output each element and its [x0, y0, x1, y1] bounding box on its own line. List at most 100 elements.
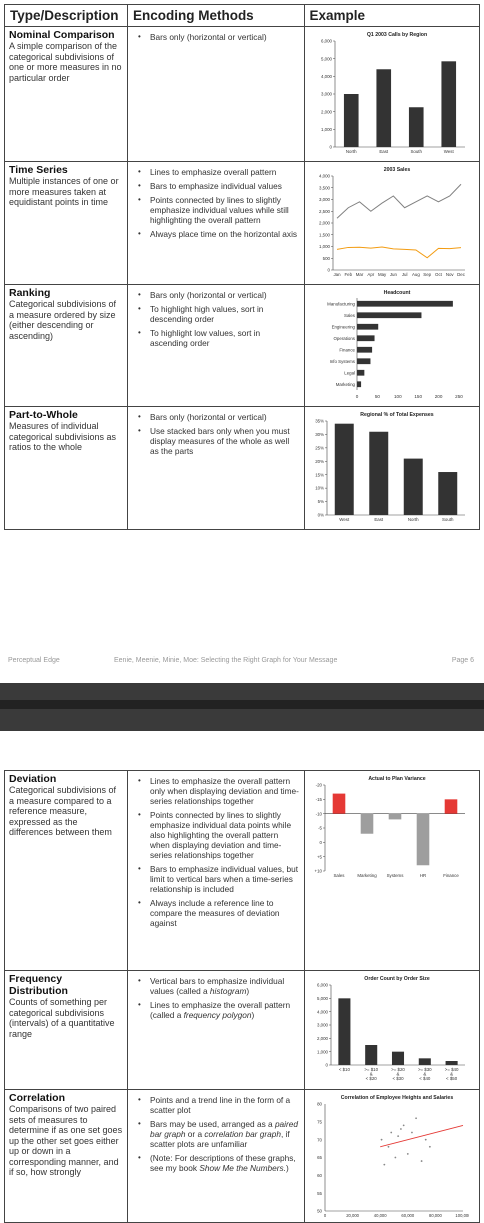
y-tick-label: 2,500: [319, 209, 331, 214]
method-item: Points connected by lines to slightly em…: [138, 195, 300, 225]
footer-left: Perceptual Edge: [8, 657, 60, 664]
category-label: Systems: [386, 873, 404, 878]
chart-headcount: Headcount Manufacturing Sales Engineering Op…: [327, 290, 463, 399]
bar: [445, 1061, 458, 1065]
category-label: East: [374, 517, 384, 522]
month-label: Dec: [457, 272, 466, 277]
y-tick-label: 4,000: [317, 1009, 329, 1014]
graph-selection-table-continued: Deviation Categorical subdivisions of a m…: [4, 770, 480, 1223]
type-cell: Time Series Multiple instances of one or …: [4, 161, 128, 285]
chart-regional-expenses: Regional % of Total Expenses 0% 5% 10% 15% 20…: [315, 412, 465, 522]
method-item: Lines to emphasize the overall pattern (…: [138, 1000, 300, 1020]
bar: [356, 323, 378, 330]
example-cell: Regional % of Total Expenses 0% 5% 10% 15% 20…: [303, 406, 480, 530]
y-tick-label: 6,000: [317, 983, 329, 988]
document-page-6: Type/Description Encoding Methods Exampl…: [0, 0, 484, 683]
example-cell: Actual to Plan Variance +10 +5 0 -5 -10 -15 -20…: [303, 770, 480, 971]
x-tick-label: 200: [434, 394, 442, 399]
type-name: Frequency Distribution: [9, 973, 68, 997]
x-tick-label: 0: [355, 394, 358, 399]
example-cell: 2003 Sales 0 500 1,000 1,500 2,000 2,500 3,000 3…: [303, 161, 480, 285]
y-tick-label: 5,000: [321, 56, 333, 61]
bar: [416, 813, 429, 866]
chart-title: Q1 2003 Calls by Region: [366, 32, 426, 38]
footer-center: Eenie, Meenie, Minie, Moe: Selecting the…: [114, 657, 338, 664]
type-name: Ranking: [9, 287, 51, 299]
data-point: [428, 1145, 431, 1148]
data-point: [393, 1156, 396, 1159]
y-tick-label: -10: [315, 811, 322, 816]
type-description: Comparisons of two paired sets of measur…: [9, 1104, 123, 1177]
month-label: Jul: [401, 272, 407, 277]
data-point: [380, 1138, 382, 1141]
method-item: Bars may be used, arranged as a paired b…: [138, 1119, 300, 1149]
category-label: HR: [419, 873, 425, 878]
y-tick-label: 1,000: [321, 127, 333, 132]
header-example: Example: [303, 4, 480, 27]
category-label: < $30: [392, 1076, 404, 1081]
method-item: Bars to emphasize individual values, but…: [138, 864, 300, 894]
y-tick-label: 2,000: [319, 221, 331, 226]
category-label: &: [369, 1071, 372, 1076]
example-cell: Q1 2003 Calls by Region 0 1,000 2,000 3,000 4…: [303, 26, 480, 162]
y-tick-label: 2,000: [321, 109, 333, 114]
category-label: < $50: [446, 1076, 458, 1081]
method-item: To highlight low values, sort in ascendi…: [138, 328, 300, 348]
month-label: Oct: [435, 272, 443, 277]
bar: [343, 94, 359, 147]
x-tick-label: 150: [414, 394, 422, 399]
bar: [356, 300, 453, 307]
data-point: [399, 1128, 402, 1130]
bar: [388, 813, 401, 820]
example-cell: Headcount Manufacturing Sales Engineering Op…: [303, 284, 480, 407]
method-item: Bars only (horizontal or vertical): [138, 412, 300, 422]
methods-cell: Bars only (horizontal or vertical): [126, 26, 305, 162]
method-item: Vertical bars to emphasize individual va…: [138, 976, 300, 996]
methods-cell: Points and a trend line in the form of a…: [126, 1089, 305, 1223]
methods-cell: Bars only (horizontal or vertical) Use s…: [126, 406, 305, 530]
y-tick-label: 3,000: [321, 92, 333, 97]
bar: [332, 793, 345, 814]
data-point: [424, 1138, 427, 1141]
data-point: [402, 1124, 405, 1127]
y-tick-label: 55: [317, 1191, 322, 1196]
method-item: Always place time on the horizontal axis: [138, 229, 300, 239]
type-description: Categorical subdivisions of a measure or…: [9, 299, 117, 341]
y-tick-label: 3,000: [317, 1023, 329, 1028]
month-label: Aug: [412, 272, 420, 277]
methods-cell: Lines to emphasize overall pattern Bars …: [126, 161, 305, 285]
footer-page-number: Page 6: [451, 657, 474, 664]
bar: [356, 346, 372, 353]
y-tick-label: 0: [327, 268, 330, 273]
y-tick-label: +5: [316, 854, 322, 859]
category-label: Engineering: [331, 324, 355, 329]
type-cell: Deviation Categorical subdivisions of a m…: [4, 770, 128, 971]
bar: [334, 423, 354, 515]
method-item: Lines to emphasize the overall pattern o…: [138, 776, 300, 806]
type-name: Time Series: [9, 164, 68, 176]
data-point: [396, 1135, 399, 1137]
data-point: [387, 1145, 389, 1148]
category-label: North: [407, 517, 418, 522]
y-tick-label: +10: [314, 869, 322, 874]
example-cell: Correlation of Employee Heights and Sala…: [303, 1089, 480, 1223]
bar: [337, 998, 350, 1065]
table-row: Nominal Comparison A simple comparison of…: [4, 26, 480, 162]
type-cell: Ranking Categorical subdivisions of a mea…: [4, 284, 128, 407]
chart-title: Order Count by Order Size: [364, 976, 430, 982]
table-row: Part-to-Whole Measures of individual cate…: [4, 406, 480, 530]
bar: [360, 813, 373, 834]
y-tick-label: 0%: [317, 513, 323, 518]
page-break-band: [0, 700, 484, 709]
type-description: Measures of individual categorical subdi…: [9, 421, 117, 452]
method-item: Always include a reference line to compa…: [138, 898, 300, 928]
y-tick-label: 50: [317, 1209, 322, 1214]
bar: [375, 69, 391, 147]
y-tick-label: 4,000: [319, 174, 331, 179]
y-tick-label: 15%: [315, 472, 324, 477]
y-tick-label: 10%: [315, 486, 324, 491]
y-tick-label: -20: [315, 783, 322, 788]
chart-title: Regional % of Total Expenses: [360, 412, 434, 418]
y-tick-label: 65: [317, 1155, 322, 1160]
method-item: Bars only (horizontal or vertical): [138, 32, 300, 42]
